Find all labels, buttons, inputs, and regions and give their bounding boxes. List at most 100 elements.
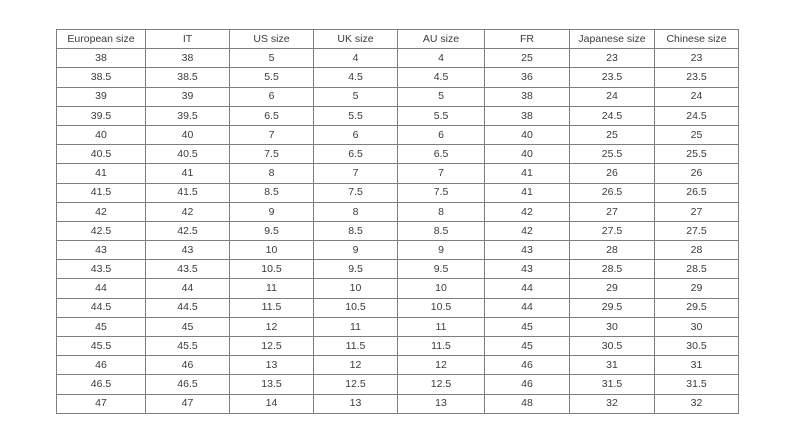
table-cell: 11 xyxy=(397,316,485,338)
table-cell: 41 xyxy=(484,182,570,203)
table-cell: 44.5 xyxy=(145,297,230,318)
table-cell: 45 xyxy=(56,316,146,338)
table-cell: 6.5 xyxy=(313,144,398,165)
table-cell: 31 xyxy=(654,355,739,376)
table-cell: 27 xyxy=(569,201,655,222)
column-header: UK size xyxy=(313,28,398,50)
shoe-size-conversion-table: European size IT US size UK size AU size FR Ja… xyxy=(56,28,739,414)
table-cell: 25.5 xyxy=(654,144,739,165)
table-cell: 25.5 xyxy=(569,144,655,165)
table-cell: 26 xyxy=(654,163,739,184)
table-cell: 4 xyxy=(397,48,485,69)
table-cell: 40.5 xyxy=(145,144,230,165)
table-cell: 24 xyxy=(654,86,739,107)
table-cell: 38.5 xyxy=(56,67,146,88)
column-header: US size xyxy=(229,28,314,50)
table-row: 41 41 8 7 7 41 26 26 xyxy=(56,163,739,184)
table-cell: 11.5 xyxy=(313,335,398,357)
table-cell: 38.5 xyxy=(145,67,230,88)
table-cell: 7 xyxy=(397,163,485,184)
table-cell: 25 xyxy=(484,48,570,69)
table-cell: 10 xyxy=(397,278,485,299)
table-cell: 40 xyxy=(56,124,146,146)
table-cell: 6 xyxy=(229,86,314,107)
table-cell: 7.5 xyxy=(229,144,314,165)
table-cell: 7 xyxy=(229,124,314,146)
table-cell: 32 xyxy=(569,393,655,414)
column-header: Chinese size xyxy=(654,28,739,50)
table-cell: 39.5 xyxy=(145,105,230,126)
table-cell: 24.5 xyxy=(569,105,655,126)
table-cell: 7.5 xyxy=(313,182,398,203)
table-cell: 28.5 xyxy=(569,259,655,280)
table-cell: 12 xyxy=(313,355,398,376)
table-cell: 38 xyxy=(56,48,146,69)
table-cell: 39 xyxy=(145,86,230,107)
table-cell: 44 xyxy=(484,297,570,318)
table-row: 43.5 43.5 10.5 9.5 9.5 43 28.5 28.5 xyxy=(56,259,739,280)
table-cell: 42 xyxy=(484,201,570,222)
table-cell: 40.5 xyxy=(56,144,146,165)
table-row: 44.5 44.5 11.5 10.5 10.5 44 29.5 29.5 xyxy=(56,297,739,318)
table-cell: 27.5 xyxy=(654,220,739,242)
table-cell: 26 xyxy=(569,163,655,184)
table-cell: 11.5 xyxy=(229,297,314,318)
table-cell: 9.5 xyxy=(397,259,485,280)
table-row: 46 46 13 12 12 46 31 31 xyxy=(56,355,739,376)
table-cell: 45.5 xyxy=(56,335,146,357)
table-cell: 30.5 xyxy=(654,335,739,357)
table-cell: 23 xyxy=(654,48,739,69)
table-cell: 10.5 xyxy=(229,259,314,280)
table-cell: 41.5 xyxy=(56,182,146,203)
table-cell: 26.5 xyxy=(569,182,655,203)
table-cell: 30.5 xyxy=(569,335,655,357)
table-row: 39.5 39.5 6.5 5.5 5.5 38 24.5 24.5 xyxy=(56,105,739,126)
table-cell: 10 xyxy=(229,240,314,261)
table-cell: 46 xyxy=(484,374,570,395)
table-cell: 42 xyxy=(145,201,230,222)
table-cell: 11 xyxy=(229,278,314,299)
table-cell: 6.5 xyxy=(397,144,485,165)
table-cell: 31 xyxy=(569,355,655,376)
table-cell: 46 xyxy=(145,355,230,376)
column-header: AU size xyxy=(397,28,485,50)
table-cell: 10.5 xyxy=(313,297,398,318)
table-cell: 47 xyxy=(145,393,230,414)
table-cell: 41 xyxy=(56,163,146,184)
table-cell: 6.5 xyxy=(229,105,314,126)
table-cell: 28 xyxy=(654,240,739,261)
table-cell: 5 xyxy=(313,86,398,107)
table-cell: 36 xyxy=(484,67,570,88)
table-cell: 12.5 xyxy=(229,335,314,357)
table-cell: 28 xyxy=(569,240,655,261)
table-cell: 8.5 xyxy=(313,220,398,242)
table-cell: 31.5 xyxy=(654,374,739,395)
table-cell: 42 xyxy=(56,201,146,222)
table-cell: 27 xyxy=(654,201,739,222)
table-cell: 8 xyxy=(229,163,314,184)
table-row: 43 43 10 9 9 43 28 28 xyxy=(56,240,739,261)
table-cell: 25 xyxy=(654,124,739,146)
table-row: 42 42 9 8 8 42 27 27 xyxy=(56,201,739,222)
table-cell: 4 xyxy=(313,48,398,69)
table-cell: 13 xyxy=(313,393,398,414)
table-cell: 30 xyxy=(569,316,655,338)
table-cell: 7 xyxy=(313,163,398,184)
table-cell: 45 xyxy=(484,316,570,338)
table-cell: 27.5 xyxy=(569,220,655,242)
table-cell: 40 xyxy=(484,144,570,165)
table-body: 38 38 5 4 4 25 23 23 38.5 38.5 5.5 4.5 4.5 36 23.5 23.5… xyxy=(56,48,739,414)
table-cell: 9 xyxy=(313,240,398,261)
table-cell: 46 xyxy=(56,355,146,376)
table-cell: 13.5 xyxy=(229,374,314,395)
table-cell: 12 xyxy=(397,355,485,376)
table-cell: 30 xyxy=(654,316,739,338)
table-row: 47 47 14 13 13 48 32 32 xyxy=(56,393,739,414)
table-cell: 41 xyxy=(484,163,570,184)
table-cell: 38 xyxy=(484,105,570,126)
table-cell: 48 xyxy=(484,393,570,414)
table-cell: 41.5 xyxy=(145,182,230,203)
table-row: 39 39 6 5 5 38 24 24 xyxy=(56,86,739,107)
table-cell: 8.5 xyxy=(229,182,314,203)
table-cell: 43 xyxy=(145,240,230,261)
